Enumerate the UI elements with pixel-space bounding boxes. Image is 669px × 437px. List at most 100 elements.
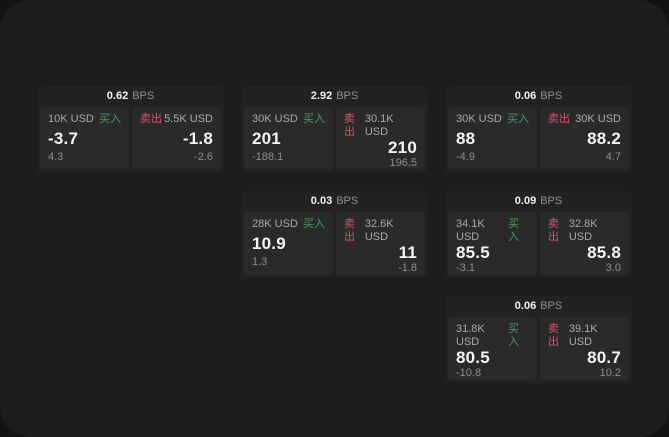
buy-panel[interactable]: 10K USD 买入 -3.7 4.3 [40,107,129,170]
sell-delta: 4.7 [605,151,621,163]
buy-side-label: 买入 [303,218,325,230]
card-header: 0.06 BPS [445,86,632,107]
sell-panel[interactable]: 卖出 30K USD 88.2 4.7 [540,107,629,170]
sell-price: 11 [398,243,417,262]
bps-value: 0.62 [106,90,129,102]
buy-delta: -3.1 [456,262,475,274]
buy-panel[interactable]: 34.1K USD 买入 85.5 -3.1 [448,212,537,275]
buy-size: 30K USD [456,113,502,125]
buy-side-label: 买入 [508,323,520,348]
sell-size: 32.6K USD [364,218,394,243]
card-header: 0.62 BPS [37,86,224,107]
buy-panel[interactable]: 30K USD 买入 201 -188.1 [244,107,333,170]
buy-side-label: 买入 [99,113,121,125]
quote-panels: 30K USD 买入 88 -4.9 卖出 30K USD 88.2 4.7 [445,107,632,170]
sell-panel-top: 卖出 5.5K USD [140,113,213,126]
buy-delta: -10.8 [456,367,482,379]
quote-panels: 28K USD 买入 10.9 1.3 卖出 32.6K USD 11 -1.8 [241,212,428,275]
quote-card: 0.06 BPS 30K USD 买入 88 -4.9 卖出 30K USD 8… [445,86,632,173]
buy-panel-top: 30K USD 买入 [252,113,325,126]
sell-price: 85.8 [587,243,621,262]
bps-unit-label: BPS [336,195,359,207]
quote-card: 2.92 BPS 30K USD 买入 201 -188.1 卖出 30.1K … [241,86,428,173]
bps-value: 0.06 [514,300,537,312]
buy-panel-top: 30K USD 买入 [456,113,529,126]
sell-delta: 196.5 [389,157,417,169]
sell-price: 80.7 [587,348,621,367]
quote-panels: 10K USD 买入 -3.7 4.3 卖出 5.5K USD -1.8 -2.… [37,107,224,170]
buy-panel-top: 28K USD 买入 [252,218,325,231]
card-header: 2.92 BPS [241,86,428,107]
buy-size: 10K USD [48,113,94,125]
quote-card: 0.62 BPS 10K USD 买入 -3.7 4.3 卖出 5.5K USD… [37,86,224,173]
bps-unit-label: BPS [336,90,359,102]
quote-panels: 30K USD 买入 201 -188.1 卖出 30.1K USD 210 1… [241,107,428,170]
buy-side-label: 买入 [303,113,325,125]
bps-value: 0.09 [514,195,537,207]
sell-panel-top: 卖出 39.1K USD [548,323,621,349]
bps-unit-label: BPS [132,90,155,102]
buy-panel-top: 31.8K USD 买入 [456,323,529,349]
buy-side-label: 买入 [508,218,520,243]
buy-price: 10.9 [252,233,286,253]
card-header: 0.06 BPS [445,296,632,317]
sell-panel-top: 卖出 32.6K USD [344,218,417,244]
sell-delta: -2.6 [194,151,213,163]
sell-panel[interactable]: 卖出 39.1K USD 80.7 10.2 [540,317,629,380]
buy-delta: -188.1 [252,151,284,163]
bps-value: 0.06 [514,90,537,102]
sell-panel-top: 卖出 30.1K USD [344,113,417,139]
buy-size: 31.8K USD [456,323,485,348]
sell-panel[interactable]: 卖出 32.6K USD 11 -1.8 [336,212,425,275]
buy-side-label: 买入 [507,113,529,125]
buy-panel[interactable]: 31.8K USD 买入 80.5 -10.8 [448,317,537,380]
sell-panel[interactable]: 卖出 5.5K USD -1.8 -2.6 [132,107,221,170]
sell-panel[interactable]: 卖出 30.1K USD 210 196.5 [336,107,425,170]
quote-panels: 34.1K USD 买入 85.5 -3.1 卖出 32.8K USD 85.8… [445,212,632,275]
sell-delta: -1.8 [398,262,417,274]
sell-delta: 3.0 [605,262,621,274]
sell-panel[interactable]: 卖出 32.8K USD 85.8 3.0 [540,212,629,275]
buy-panel-top: 10K USD 买入 [48,113,121,126]
sell-size: 39.1K USD [568,323,598,348]
quote-card: 0.03 BPS 28K USD 买入 10.9 1.3 卖出 32.6K US… [241,191,428,278]
sell-price: -1.8 [182,128,213,148]
bps-value: 2.92 [310,90,333,102]
card-header: 0.09 BPS [445,191,632,212]
quote-panels: 31.8K USD 买入 80.5 -10.8 卖出 39.1K USD 80.… [445,317,632,380]
buy-price: 85.5 [456,243,490,262]
bps-unit-label: BPS [540,300,563,312]
sell-side-label: 卖出 [548,218,559,243]
sell-size: 30.1K USD [364,113,394,138]
buy-price: 201 [252,128,281,148]
buy-delta: 1.3 [252,256,268,268]
sell-price: 88.2 [587,128,621,148]
buy-delta: 4.3 [48,151,64,163]
sell-panel-top: 卖出 32.8K USD [548,218,621,244]
buy-delta: -4.9 [456,151,475,163]
sell-side-label: 卖出 [548,323,559,348]
bps-value: 0.03 [310,195,333,207]
buy-size: 28K USD [252,218,298,230]
sell-size: 30K USD [575,113,621,125]
sell-size: 5.5K USD [164,113,213,125]
sell-size: 32.8K USD [568,218,598,243]
sell-price: 210 [388,138,417,157]
buy-panel-top: 34.1K USD 买入 [456,218,529,244]
buy-price: 88 [456,128,476,148]
sell-delta: 10.2 [599,367,621,379]
buy-size: 30K USD [252,113,298,125]
sell-side-label: 卖出 [140,113,162,125]
sell-panel-top: 卖出 30K USD [548,113,621,126]
bps-unit-label: BPS [540,90,563,102]
quote-card: 0.06 BPS 31.8K USD 买入 80.5 -10.8 卖出 39.1… [445,296,632,383]
sell-side-label: 卖出 [548,113,570,125]
buy-panel[interactable]: 28K USD 买入 10.9 1.3 [244,212,333,275]
bps-unit-label: BPS [540,195,563,207]
card-header: 0.03 BPS [241,191,428,212]
buy-panel[interactable]: 30K USD 买入 88 -4.9 [448,107,537,170]
buy-price: -3.7 [48,128,79,148]
buy-price: 80.5 [456,348,490,367]
